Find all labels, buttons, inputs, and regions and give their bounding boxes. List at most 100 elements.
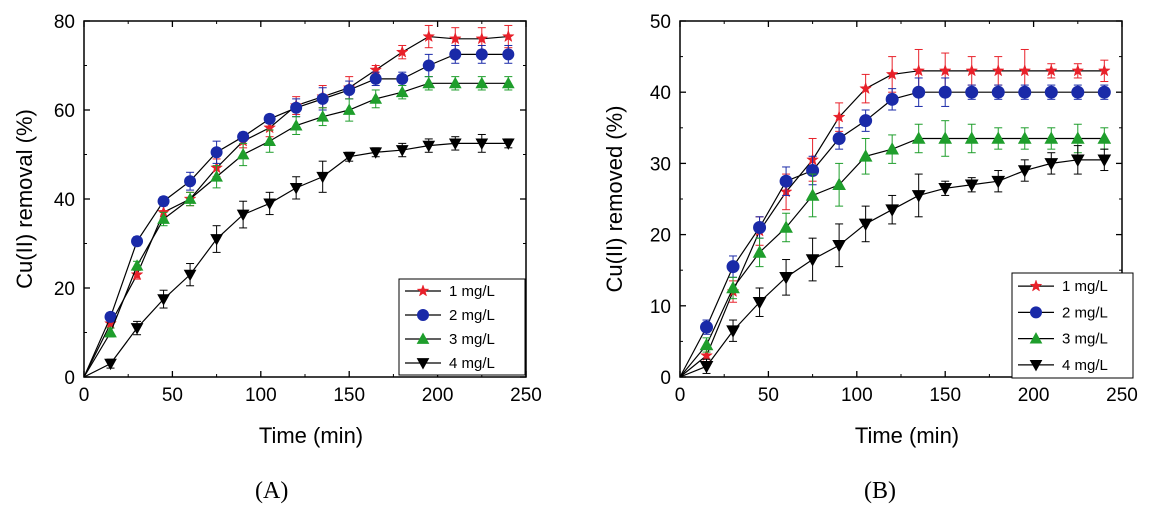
legend-label: 4 mg/L (1062, 357, 1108, 374)
data-point (1044, 64, 1058, 77)
data-point (805, 188, 820, 201)
data-point (395, 145, 409, 157)
data-point (502, 48, 515, 61)
data-point (1018, 64, 1032, 77)
y-tick-label: 40 (650, 83, 671, 104)
data-point (289, 182, 303, 195)
data-point (263, 198, 276, 210)
data-point (726, 325, 740, 338)
legend-marker (1029, 359, 1043, 372)
data-point (448, 76, 462, 89)
data-point (1017, 165, 1032, 178)
data-point (832, 131, 846, 145)
legend-marker (417, 309, 429, 321)
data-point (130, 267, 144, 281)
data-point (210, 234, 223, 246)
data-point (858, 149, 873, 162)
data-point (422, 76, 436, 89)
y-tick-label: 0 (660, 368, 671, 389)
data-point (1097, 85, 1111, 99)
data-point (316, 92, 329, 105)
y-tick-label: 30 (650, 154, 671, 175)
data-point (183, 192, 197, 204)
data-point (1070, 131, 1085, 144)
data-point (104, 310, 117, 323)
data-point (991, 64, 1005, 77)
data-point (964, 179, 979, 192)
data-point (832, 110, 846, 123)
y-tick-label: 10 (650, 297, 671, 318)
data-point (343, 83, 356, 96)
x-tick-label: 200 (1018, 385, 1050, 406)
y-tick-label: 0 (64, 368, 75, 389)
x-tick-label: 250 (510, 385, 542, 406)
data-point (964, 131, 979, 144)
data-point (1044, 158, 1059, 171)
data-point (965, 85, 979, 99)
data-point (752, 296, 767, 310)
y-tick-label: 50 (650, 12, 671, 33)
x-axis-label: Time (min) (855, 423, 959, 448)
data-point (396, 72, 409, 85)
legend-label: 3 mg/L (1062, 331, 1108, 348)
legend-label: 1 mg/L (449, 283, 495, 300)
data-point (263, 112, 276, 125)
legend: 1 mg/L 2 mg/L 3 mg/L 4 mg/L (1011, 272, 1134, 379)
data-point (1097, 64, 1111, 77)
series-4-mg-l (83, 133, 515, 378)
x-axis-label: Time (min) (259, 423, 363, 448)
data-point (395, 85, 409, 98)
data-point (885, 92, 899, 106)
y-axis-label: Cu(II) removal (%) (12, 109, 37, 289)
data-point (1044, 85, 1058, 99)
data-point (316, 171, 330, 184)
data-point (1017, 131, 1032, 144)
data-point (184, 175, 197, 188)
data-point (395, 45, 409, 58)
data-point (236, 209, 250, 222)
x-tick-label: 100 (245, 385, 277, 406)
legend-marker (416, 332, 430, 344)
data-point (1071, 64, 1085, 77)
data-point (157, 212, 170, 224)
data-point (342, 151, 356, 164)
data-point (157, 294, 170, 306)
x-tick-label: 0 (79, 385, 90, 406)
x-tick-label: 200 (422, 385, 454, 406)
series-3-mg-l (83, 76, 515, 378)
legend-marker (1029, 279, 1043, 292)
x-tick-label: 50 (758, 385, 779, 406)
legend-marker (1029, 332, 1043, 344)
x-tick-label: 100 (841, 385, 873, 406)
data-point (779, 174, 793, 188)
data-point (938, 85, 952, 99)
data-point (501, 29, 515, 43)
legend: 1 mg/L 2 mg/L 3 mg/L 4 mg/L (398, 278, 526, 376)
data-point (316, 110, 330, 122)
data-point (700, 348, 713, 362)
data-point (779, 272, 793, 285)
legend-label: 2 mg/L (1062, 304, 1108, 321)
data-point (422, 140, 436, 153)
data-point (290, 101, 303, 114)
data-point (369, 72, 382, 85)
x-tick-label: 150 (929, 385, 961, 406)
x-tick-label: 0 (675, 385, 686, 406)
data-point (699, 361, 714, 374)
legend-label: 1 mg/L (1062, 278, 1108, 295)
y-axis-label: Cu(II) removed (%) (602, 105, 627, 292)
data-point (779, 220, 793, 233)
data-point (805, 254, 820, 267)
data-point (991, 85, 1005, 99)
series-2-mg-l (679, 77, 1111, 378)
data-point (104, 325, 117, 338)
data-point (885, 142, 900, 155)
legend-label: 2 mg/L (449, 307, 495, 324)
series-3-mg-l (679, 120, 1112, 378)
legend-marker (1030, 306, 1042, 319)
data-point (289, 119, 303, 131)
legend-label: 3 mg/L (449, 331, 495, 348)
data-point (885, 67, 899, 80)
data-point (912, 64, 926, 77)
y-tick-label: 40 (54, 190, 75, 211)
